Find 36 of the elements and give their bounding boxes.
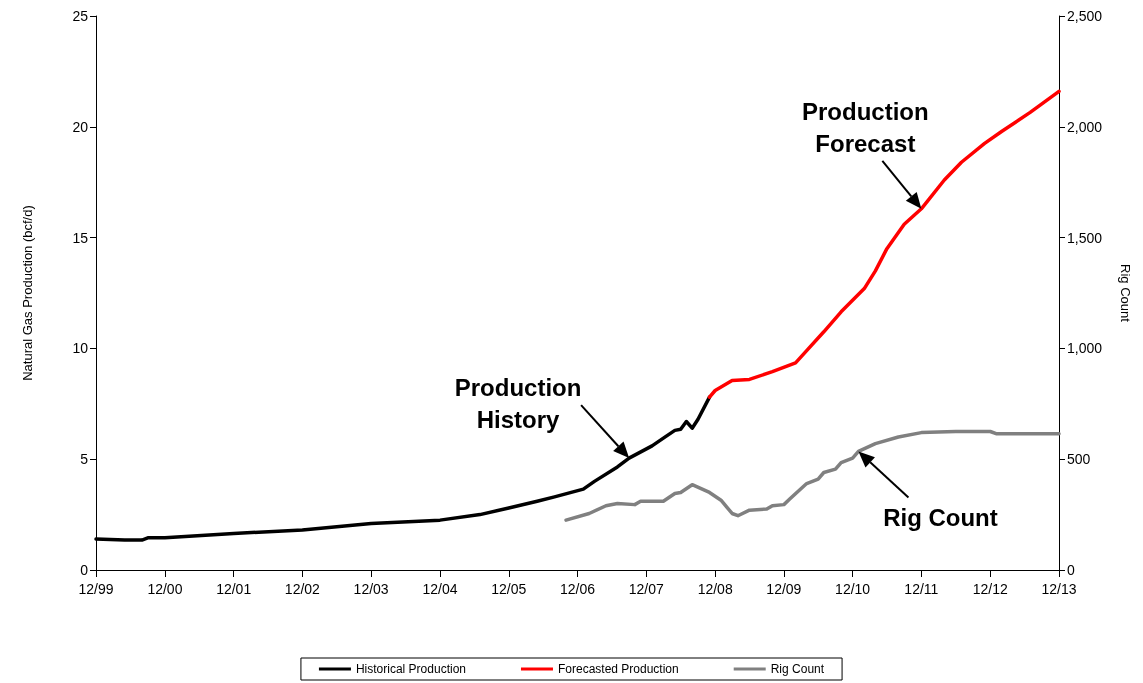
x-tick-label: 12/05 [491,581,527,597]
y2-tick-label: 1,000 [1067,340,1103,357]
y-tick-label: 25 [72,8,89,24]
annotation: Rig Count [883,503,998,531]
x-tick-label: 12/13 [1041,581,1077,597]
y-tick-label: 5 [80,451,89,468]
legend-label: Rig Count [770,662,825,676]
y-tick-label: 0 [80,562,89,578]
legend-label: Historical Production [355,662,466,676]
annotation: Production History [454,373,582,433]
y2-tick-label: 2,500 [1067,8,1103,24]
x-tick-label: 12/01 [216,581,252,597]
x-tick-label: 12/02 [284,581,321,597]
annotation: Production Forecast [802,98,929,158]
x-tick-label: 12/08 [697,581,733,597]
y-tick-label: 10 [72,340,89,357]
x-tick-label: 12/03 [353,581,389,597]
line-series [707,89,1061,399]
x-tick-label: 12/99 [78,581,114,597]
y2-tick-label: 0 [1067,562,1075,578]
y2-tick-label: 500 [1067,451,1091,468]
y-tick-label: 15 [72,229,89,246]
x-tick-label: 12/09 [766,581,802,597]
y-axis-title: Natural Gas Production (bcf/d) [20,205,35,381]
x-tick-label: 12/06 [559,581,596,597]
x-tick-label: 12/07 [628,581,664,597]
legend-label: Forecasted Production [557,662,679,676]
x-tick-label: 12/11 [904,581,939,597]
x-tick-label: 12/12 [972,581,1008,597]
y2-axis-title: Rig Count [1118,264,1133,323]
x-tick-label: 12/00 [147,581,183,597]
y2-tick-label: 1,500 [1067,229,1103,246]
y2-tick-label: 2,000 [1067,118,1103,135]
x-tick-label: 12/10 [835,581,871,597]
y-tick-label: 20 [72,118,89,135]
x-tick-label: 12/04 [422,581,458,597]
